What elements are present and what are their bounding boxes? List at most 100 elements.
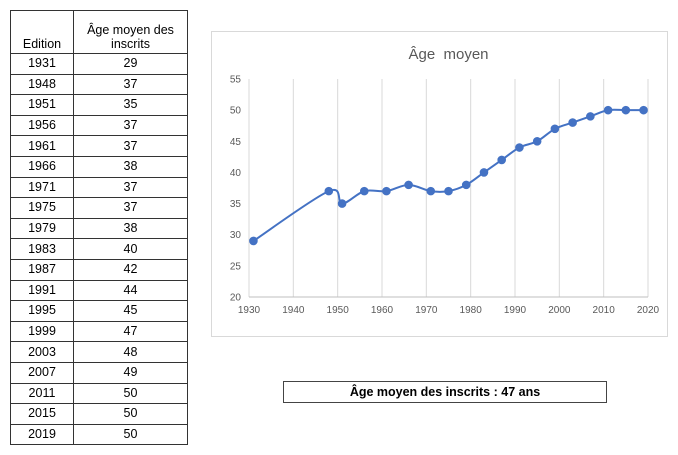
edition-cell: 1961 [10,135,74,157]
age-cell: 49 [73,361,188,384]
age-cell: 50 [73,382,188,405]
edition-cell: 2007 [10,361,74,384]
x-tick-label: 2010 [593,305,616,316]
table-row: 1961 37 [10,135,188,157]
age-cell: 38 [73,155,188,178]
edition-cell: 1975 [10,197,74,219]
table-header-row: Edition Âge moyen des inscrits [10,10,188,54]
data-point [249,236,258,246]
table-row: 1979 38 [10,217,188,240]
data-point [479,168,489,177]
table-body: 1931 29 1948 37 1951 35 1956 37 1961 37 1966 38 1971… [10,53,188,446]
age-cell: 37 [73,197,188,219]
x-tick-label: 1990 [504,305,527,316]
x-tick-label: 1950 [327,305,350,316]
edition-cell: 1987 [10,258,74,281]
table-row: 2003 48 [10,341,188,363]
edition-cell: 2019 [10,423,74,446]
y-tick-label: 35 [230,199,242,210]
y-tick-label: 55 [230,75,242,86]
edition-cell: 2015 [10,403,74,425]
y-tick-label: 45 [230,137,242,148]
data-point [568,118,577,127]
edition-cell: 1971 [10,176,74,199]
edition-cell: 1948 [10,73,74,96]
data-point [621,105,631,115]
x-tick-label: 1940 [282,305,305,316]
x-tick-label: 1960 [371,305,394,316]
edition-cell: 2011 [10,382,74,405]
edition-cell: 1979 [10,217,74,240]
x-tick-label: 1980 [460,305,483,316]
table-row: 1951 35 [10,94,188,116]
edition-cell: 1931 [10,53,74,75]
x-tick-label: 1930 [238,305,261,316]
data-point [359,186,369,196]
data-point [639,105,648,115]
data-point [515,143,524,152]
summary-box: Âge moyen des inscrits : 47 ans [283,381,607,403]
age-cell: 42 [73,258,188,281]
y-tick-label: 40 [230,168,242,179]
age-cell: 40 [73,238,188,260]
age-cell: 37 [73,176,188,199]
x-tick-label: 2000 [548,305,571,316]
data-point [337,199,347,208]
edition-cell: 1983 [10,238,74,260]
y-tick-label: 25 [230,261,242,272]
y-tick-label: 20 [230,293,242,304]
age-cell: 37 [73,135,188,157]
edition-cell: 1991 [10,279,74,302]
table-row: 2015 50 [10,403,188,425]
age-cell: 50 [73,403,188,425]
column-header-edition: Edition [10,10,74,54]
data-point [444,186,453,196]
data-point [404,180,413,190]
y-tick-label: 50 [230,106,242,117]
table-row: 1991 44 [10,279,188,302]
data-point [550,124,560,134]
data-point [382,186,391,196]
data-point [497,155,507,165]
edition-cell: 1999 [10,320,74,343]
age-cell: 44 [73,279,188,302]
chart-area: Âge moyen 20 25 30 35 40 45 50 55 1930 1940 1950 196… [211,31,668,337]
edition-cell: 1956 [10,114,74,137]
edition-cell: 1951 [10,94,74,116]
table-row: 1999 47 [10,320,188,343]
series-line [252,108,644,242]
age-cell: 35 [73,94,188,116]
table-row: 1971 37 [10,176,188,199]
data-point [461,180,471,190]
age-cell: 38 [73,217,188,240]
column-header-age: Âge moyen des inscrits [73,10,188,54]
chart-title: Âge moyen [408,46,488,63]
age-cell: 45 [73,300,188,322]
line-chart: Âge moyen 20 25 30 35 40 45 50 55 1930 1940 1950 196… [230,46,660,316]
table-row: 2019 50 [10,423,188,446]
table-row: 2007 49 [10,361,188,384]
edition-cell: 1995 [10,300,74,322]
age-cell: 48 [73,341,188,363]
age-cell: 37 [73,73,188,96]
data-point [426,186,436,196]
x-tick-label: 1970 [415,305,438,316]
table-row: 1966 38 [10,155,188,178]
age-cell: 29 [73,53,188,75]
data-point [324,186,334,196]
table-row: 1948 37 [10,73,188,96]
x-tick-label: 2020 [637,305,660,316]
age-cell: 50 [73,423,188,446]
table-row: 1956 37 [10,114,188,137]
age-cell: 47 [73,320,188,343]
edition-cell: 2003 [10,341,74,363]
table-row: 1931 29 [10,53,188,75]
data-point [586,112,595,121]
data-point [532,136,542,146]
table-row: 1975 37 [10,197,188,219]
table-row: 1987 42 [10,258,188,281]
table-row: 2011 50 [10,382,188,405]
edition-cell: 1966 [10,155,74,178]
data-table: Edition Âge moyen des inscrits 1931 29 194… [10,10,188,446]
age-cell: 37 [73,114,188,137]
